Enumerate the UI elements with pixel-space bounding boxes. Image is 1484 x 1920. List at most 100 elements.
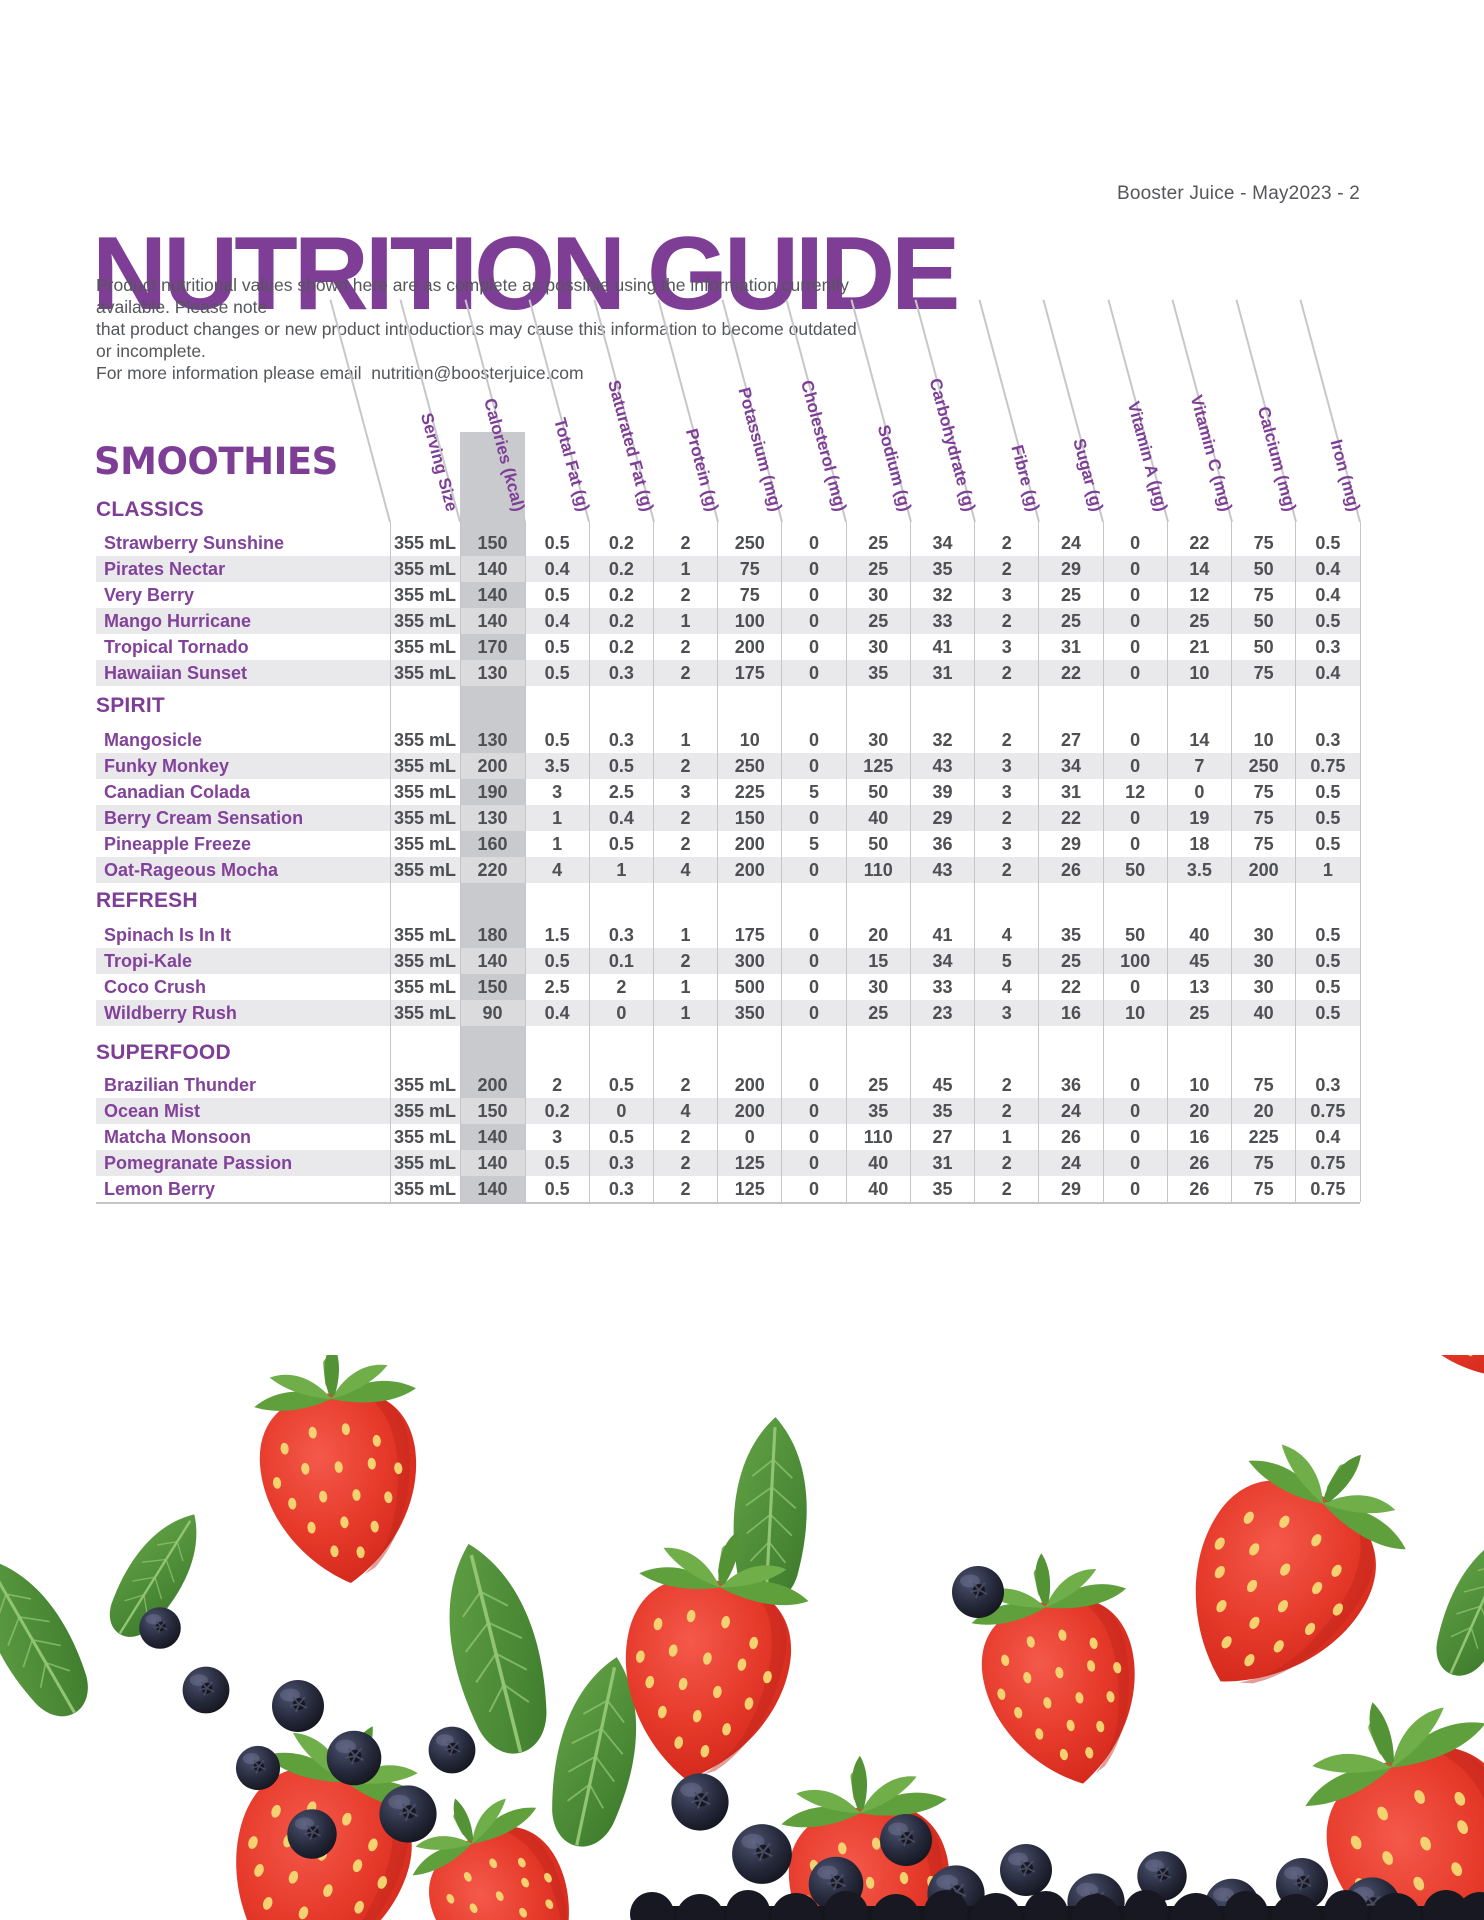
smoothie-name: Funky Monkey xyxy=(104,756,230,776)
column-header: Sodium (g) xyxy=(873,422,915,514)
column-separator xyxy=(389,522,391,1202)
strawberry-image xyxy=(248,1355,436,1592)
column-header: Potassium (mg) xyxy=(734,385,787,514)
nutrition-value-cell: 22 xyxy=(1060,808,1081,828)
nutrition-value-cell: 30 xyxy=(1253,925,1274,945)
nutrition-value-cell: 0.5 xyxy=(544,663,570,683)
nutrition-value-cell: 250 xyxy=(734,533,765,553)
nutrition-value-cell: 355 mL xyxy=(393,1179,457,1199)
blueberry-image xyxy=(951,1565,1005,1619)
calories-cell-striped xyxy=(460,608,525,634)
column-header: Saturated Fat (g) xyxy=(604,378,658,514)
nutrition-value-cell: 4 xyxy=(552,860,563,880)
nutrition-value-cell: 4 xyxy=(680,860,691,880)
row-stripe xyxy=(96,805,1360,831)
basil-leaf-image xyxy=(1421,1517,1484,1688)
nutrition-value-cell: 22 xyxy=(1060,663,1081,683)
nutrition-value-cell: 29 xyxy=(1060,559,1081,579)
nutrition-value-cell: 0 xyxy=(1130,1153,1141,1173)
column-separator xyxy=(1231,522,1233,1202)
nutrition-value-cell: 125 xyxy=(734,1179,765,1199)
nutrition-value-cell: 2 xyxy=(680,1153,691,1173)
blueberry-image xyxy=(670,1772,730,1832)
nutrition-value-cell: 355 mL xyxy=(393,1101,457,1121)
nutrition-value-cell: 16 xyxy=(1060,1003,1081,1023)
basil-leaf-image xyxy=(0,1539,107,1732)
nutrition-value-cell: 0 xyxy=(809,951,820,971)
nutrition-value-cell: 25 xyxy=(1189,1003,1210,1023)
nutrition-value-cell: 1 xyxy=(1322,860,1333,880)
nutrition-value-cell: 2 xyxy=(680,585,691,605)
nutrition-value-cell: 1 xyxy=(1001,1127,1012,1147)
nutrition-value-cell: 0 xyxy=(809,1179,820,1199)
nutrition-value-cell: 0.5 xyxy=(544,730,570,750)
nutrition-value-cell: 0.75 xyxy=(1310,756,1346,776)
nutrition-value-cell: 140 xyxy=(477,1179,508,1199)
nutrition-value-cell: 50 xyxy=(1253,559,1274,579)
nutrition-value-cell: 30 xyxy=(868,977,889,997)
smoothie-name: Mangosicle xyxy=(104,730,203,750)
nutrition-value-cell: 3.5 xyxy=(1186,860,1212,880)
nutrition-value-cell: 36 xyxy=(1060,1075,1081,1095)
nutrition-value-cell: 3 xyxy=(1001,756,1012,776)
nutrition-value-cell: 2 xyxy=(680,533,691,553)
nutrition-value-cell: 225 xyxy=(1248,1127,1279,1147)
column-header: Serving Size xyxy=(416,410,462,514)
nutrition-value-cell: 75 xyxy=(1253,533,1274,553)
column-separator xyxy=(974,522,976,1202)
nutrition-value-cell: 2 xyxy=(680,951,691,971)
smoothie-name: Very Berry xyxy=(104,585,195,605)
blueberry-image xyxy=(378,1784,438,1844)
nutrition-value-cell: 23 xyxy=(932,1003,953,1023)
calories-cell-striped xyxy=(460,660,525,686)
nutrition-value-cell: 0.3 xyxy=(608,1153,634,1173)
nutrition-value-cell: 0 xyxy=(809,977,820,997)
nutrition-value-cell: 14 xyxy=(1189,730,1210,750)
smoothie-name: Strawberry Sunshine xyxy=(104,533,285,553)
nutrition-value-cell: 75 xyxy=(739,559,760,579)
nutrition-value-cell: 1 xyxy=(680,977,691,997)
column-separator xyxy=(524,522,526,1202)
nutrition-value-cell: 21 xyxy=(1189,637,1210,657)
nutrition-value-cell: 200 xyxy=(734,1101,765,1121)
nutrition-value-cell: 2 xyxy=(1001,730,1012,750)
intro-line-1: Product nutritional values shown here ar… xyxy=(96,275,849,317)
nutrition-value-cell: 25 xyxy=(1060,611,1081,631)
nutrition-value-cell: 0 xyxy=(1130,1127,1141,1147)
smoothie-name: Tropical Tornado xyxy=(104,637,249,657)
nutrition-value-cell: 10 xyxy=(1189,663,1210,683)
nutrition-value-cell: 150 xyxy=(477,533,508,553)
nutrition-value-cell: 150 xyxy=(477,1101,508,1121)
nutrition-value-cell: 0 xyxy=(616,1003,627,1023)
nutrition-value-cell: 0.4 xyxy=(608,808,634,828)
nutrition-value-cell: 30 xyxy=(868,730,889,750)
nutrition-value-cell: 0 xyxy=(809,808,820,828)
column-separator xyxy=(588,522,590,1202)
blueberry-image xyxy=(271,1679,325,1733)
column-separator xyxy=(845,522,847,1202)
nutrition-value-cell: 355 mL xyxy=(393,533,457,553)
nutrition-value-cell: 75 xyxy=(1253,808,1274,828)
nutrition-value-cell: 18 xyxy=(1189,834,1210,854)
nutrition-value-cell: 0 xyxy=(809,730,820,750)
nutrition-value-cell: 32 xyxy=(932,730,953,750)
nutrition-value-cell: 1 xyxy=(552,834,563,854)
nutrition-value-cell: 200 xyxy=(734,1075,765,1095)
nutrition-value-cell: 14 xyxy=(1189,559,1210,579)
nutrition-value-cell: 0 xyxy=(809,756,820,776)
doc-reference: Booster Juice - May2023 - 2 xyxy=(1116,183,1360,204)
nutrition-value-cell: 0.5 xyxy=(1315,834,1341,854)
nutrition-value-cell: 3 xyxy=(1001,834,1012,854)
nutrition-value-cell: 35 xyxy=(932,559,953,579)
nutrition-value-cell: 31 xyxy=(932,663,953,683)
nutrition-value-cell: 2 xyxy=(1001,559,1012,579)
nutrition-value-cell: 0.4 xyxy=(1315,1127,1341,1147)
column-separator xyxy=(1359,522,1361,1202)
nutrition-value-cell: 0.5 xyxy=(544,533,570,553)
nutrition-value-cell: 50 xyxy=(1253,637,1274,657)
nutrition-value-cell: 0 xyxy=(1130,1101,1141,1121)
email-address: nutrition@boosterjuice.com xyxy=(371,363,584,383)
nutrition-value-cell: 300 xyxy=(734,951,765,971)
column-header: Carbohydrate (g) xyxy=(924,376,979,514)
